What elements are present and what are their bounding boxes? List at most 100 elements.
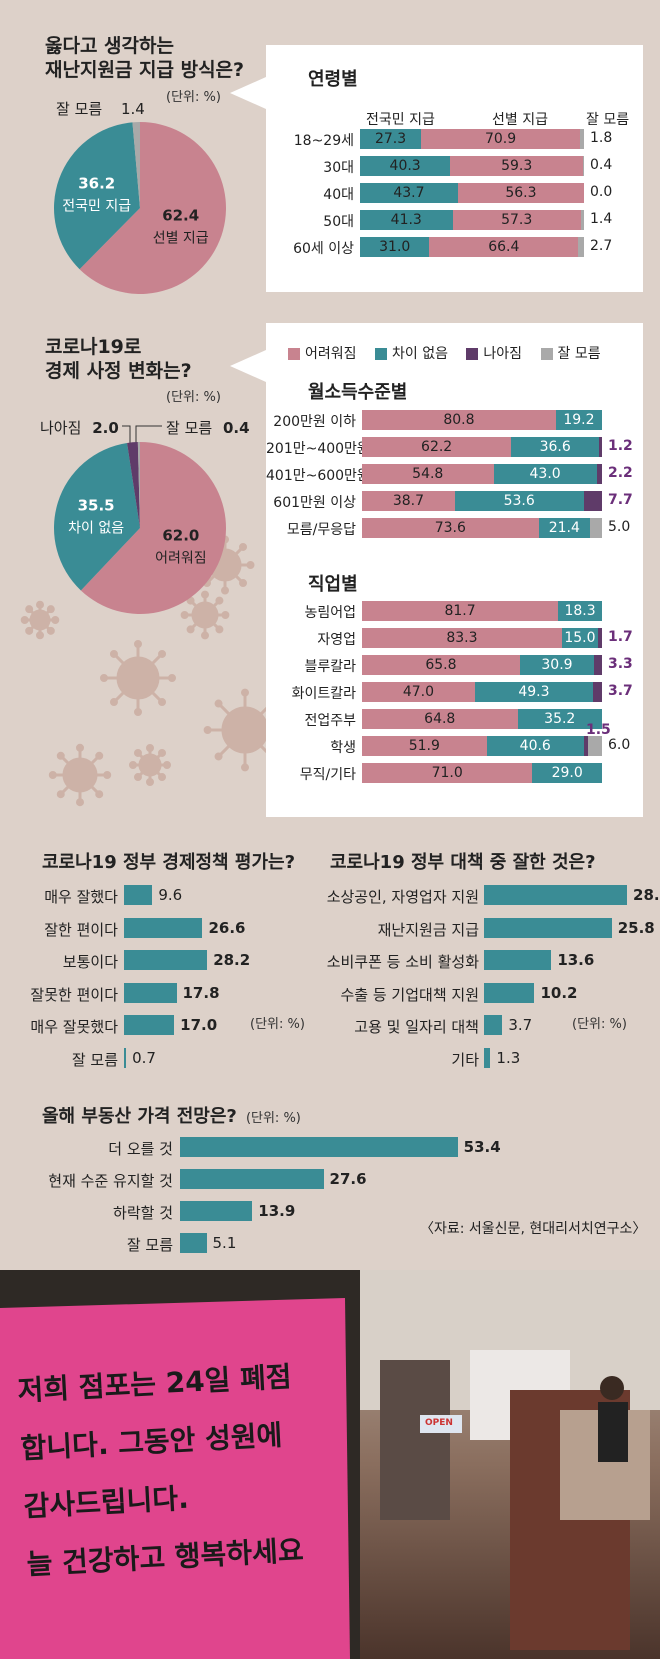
hbar-value: 53.4 [463,1138,501,1156]
closure-sign-text: 저희 점포는 24일 폐점 합니다. 그동안 성원에 감사드립니다. 늘 건강하… [16,1348,305,1594]
hbar-label: 소비쿠폰 등 소비 활성화 [326,953,479,971]
section1-dk-label: 잘 모름 [56,100,103,118]
hbar-bar [484,1015,503,1035]
legend-item-dk: 잘 모름 [540,346,601,362]
age-row-label: 40대 [323,187,354,203]
hbar-label: 수출 등 기업대책 지원 [340,985,479,1004]
pie1-value-0: 62.4 [162,207,199,225]
hbar-label: 매우 잘했다 [44,888,118,906]
legend-item-better: 나아짐 [466,346,522,362]
hbar-bar [484,950,552,970]
change-legend: 어려워짐 차이 없음 나아짐 잘 모름 [288,343,601,363]
hbar-value: 28.9 [633,886,660,904]
legend-swatch-teal [374,348,387,360]
age-bar-row: 41.3 57.3 [360,210,584,230]
section4-unit: (단위: %) [572,1017,627,1032]
legend-swatch-pink [288,348,300,360]
age-bar-segment-select: 70.9 [421,129,580,149]
age-bar-row: 43.7 56.3 [360,183,584,203]
hbar-bar [124,885,153,905]
pie2-label-1: 차이 없음 [68,520,124,536]
stacked-segment-gray [590,518,602,538]
stacked-row-label: 200만원 이하 [273,414,356,430]
section4-title: 코로나19 정부 대책 중 잘한 것은? [330,852,596,873]
hbar-value: 28.2 [213,951,251,969]
age-panel-title: 연령별 [308,69,358,90]
callout-tail [230,77,266,109]
hbar-value: 26.6 [208,918,246,937]
photo-illustration [0,1270,660,1659]
stacked-segment-teal: 15.0 [561,628,598,648]
hbar-value: 17.8 [182,983,220,1002]
stacked-better-value: 3.3 [608,656,633,672]
stacked-row-label: 농림어업 [304,605,356,621]
hbar-value: 0.7 [132,1048,156,1067]
stacked-segment-pink: 71.0 [362,763,533,783]
stacked-row-label: 자영업 [317,632,356,648]
stacked-segment-teal: 40.6 [486,736,584,756]
age-bar-segment-dk [578,237,585,257]
pie1-slice-0 [79,122,227,294]
col-header-dk: 잘 모름 [586,112,630,128]
age-dk-value: 2.7 [590,238,613,254]
stacked-segment-gray [587,736,602,756]
hbar-value: 13.6 [557,951,595,969]
section2-better-callout: 나아짐 2.0 [40,417,119,438]
stacked-segment-pink: 47.0 [362,682,475,702]
stacked-segment-teal: 49.3 [474,682,594,702]
hbar-value: 5.1 [212,1234,237,1252]
section2-title-line1: 코로나19로 [45,336,142,358]
stacked-bar-row: 80.8 19.2 [362,410,602,430]
stacked-segment-pink: 73.6 [362,518,539,538]
hbar-label: 잘한 편이다 [44,920,118,939]
stacked-better-value: 3.7 [608,683,633,699]
stacked-segment-purple [594,655,602,675]
legend-swatch-gray [540,348,553,360]
stacked-better-value: 1.5 [586,722,611,738]
section2-title-line2: 경제 사정 변화는? [45,360,192,382]
legend-item-hard: 어려워짐 [288,346,357,362]
stacked-row-label: 전업주부 [304,713,356,729]
age-row-label: 60세 이상 [293,241,354,257]
store-closure-photo: 저희 점포는 24일 폐점 합니다. 그동안 성원에 감사드립니다. 늘 건강하… [0,1270,660,1659]
stacked-segment-pink: 51.9 [362,736,487,756]
hbar-label: 잘 모름 [71,1050,118,1069]
job-panel-title: 직업별 [308,574,358,595]
stacked-bar-row: 47.0 49.3 [362,682,602,702]
pie2-slice-0 [80,442,226,614]
hbar-bar [124,917,203,938]
pie1-slice-1 [54,122,141,270]
age-dk-value: 1.4 [590,211,613,227]
hbar-bar [180,1137,458,1157]
stacked-bar-row: 81.7 18.3 [362,601,602,621]
pie1-value-1: 36.2 [78,174,115,192]
col-header-select: 선별 지급 [492,112,548,128]
stacked-segment-pink: 83.3 [362,628,562,648]
section2-dk-value: 0.4 [222,419,250,437]
stacked-row-label: 화이트칼라 [291,686,356,702]
hbar-bar [484,1047,491,1068]
age-bar-row: 27.3 70.9 [360,129,584,149]
age-bar-segment-dk [579,129,584,149]
stacked-segment-teal: 35.2 [517,709,602,729]
stacked-segment-pink: 54.8 [362,464,494,484]
hbar-value: 25.8 [617,918,655,937]
pie2-value-1: 35.5 [78,496,115,514]
pie2-slice-2 [127,442,140,528]
stacked-segment-purple [584,736,588,756]
section3-unit: (단위: %) [250,1017,305,1032]
section2-dk-label: 잘 모름 [166,419,213,437]
change-panel: 어려워짐 차이 없음 나아짐 잘 모름 월소득수준별 200만원 이하 80.8 1… [266,323,643,817]
hbar-label: 소상공인, 자영업자 지원 [326,888,479,906]
hbar-label: 현재 수준 유지할 것 [48,1172,173,1190]
stacked-segment-pink: 81.7 [362,601,559,621]
stacked-row-label: 무직/기타 [299,767,356,783]
stacked-segment-teal: 36.6 [511,437,600,457]
stacked-bar-row: 64.8 35.2 [362,709,602,729]
hbar-label: 잘못한 편이다 [30,985,118,1004]
age-row-label: 50대 [323,214,354,230]
section5-unit: (단위: %) [245,1111,301,1126]
pie2-value-0: 62.0 [162,526,199,544]
hbar-label: 매우 잘못했다 [30,1018,118,1036]
section2-dk-callout: 잘 모름 0.4 [166,417,250,438]
